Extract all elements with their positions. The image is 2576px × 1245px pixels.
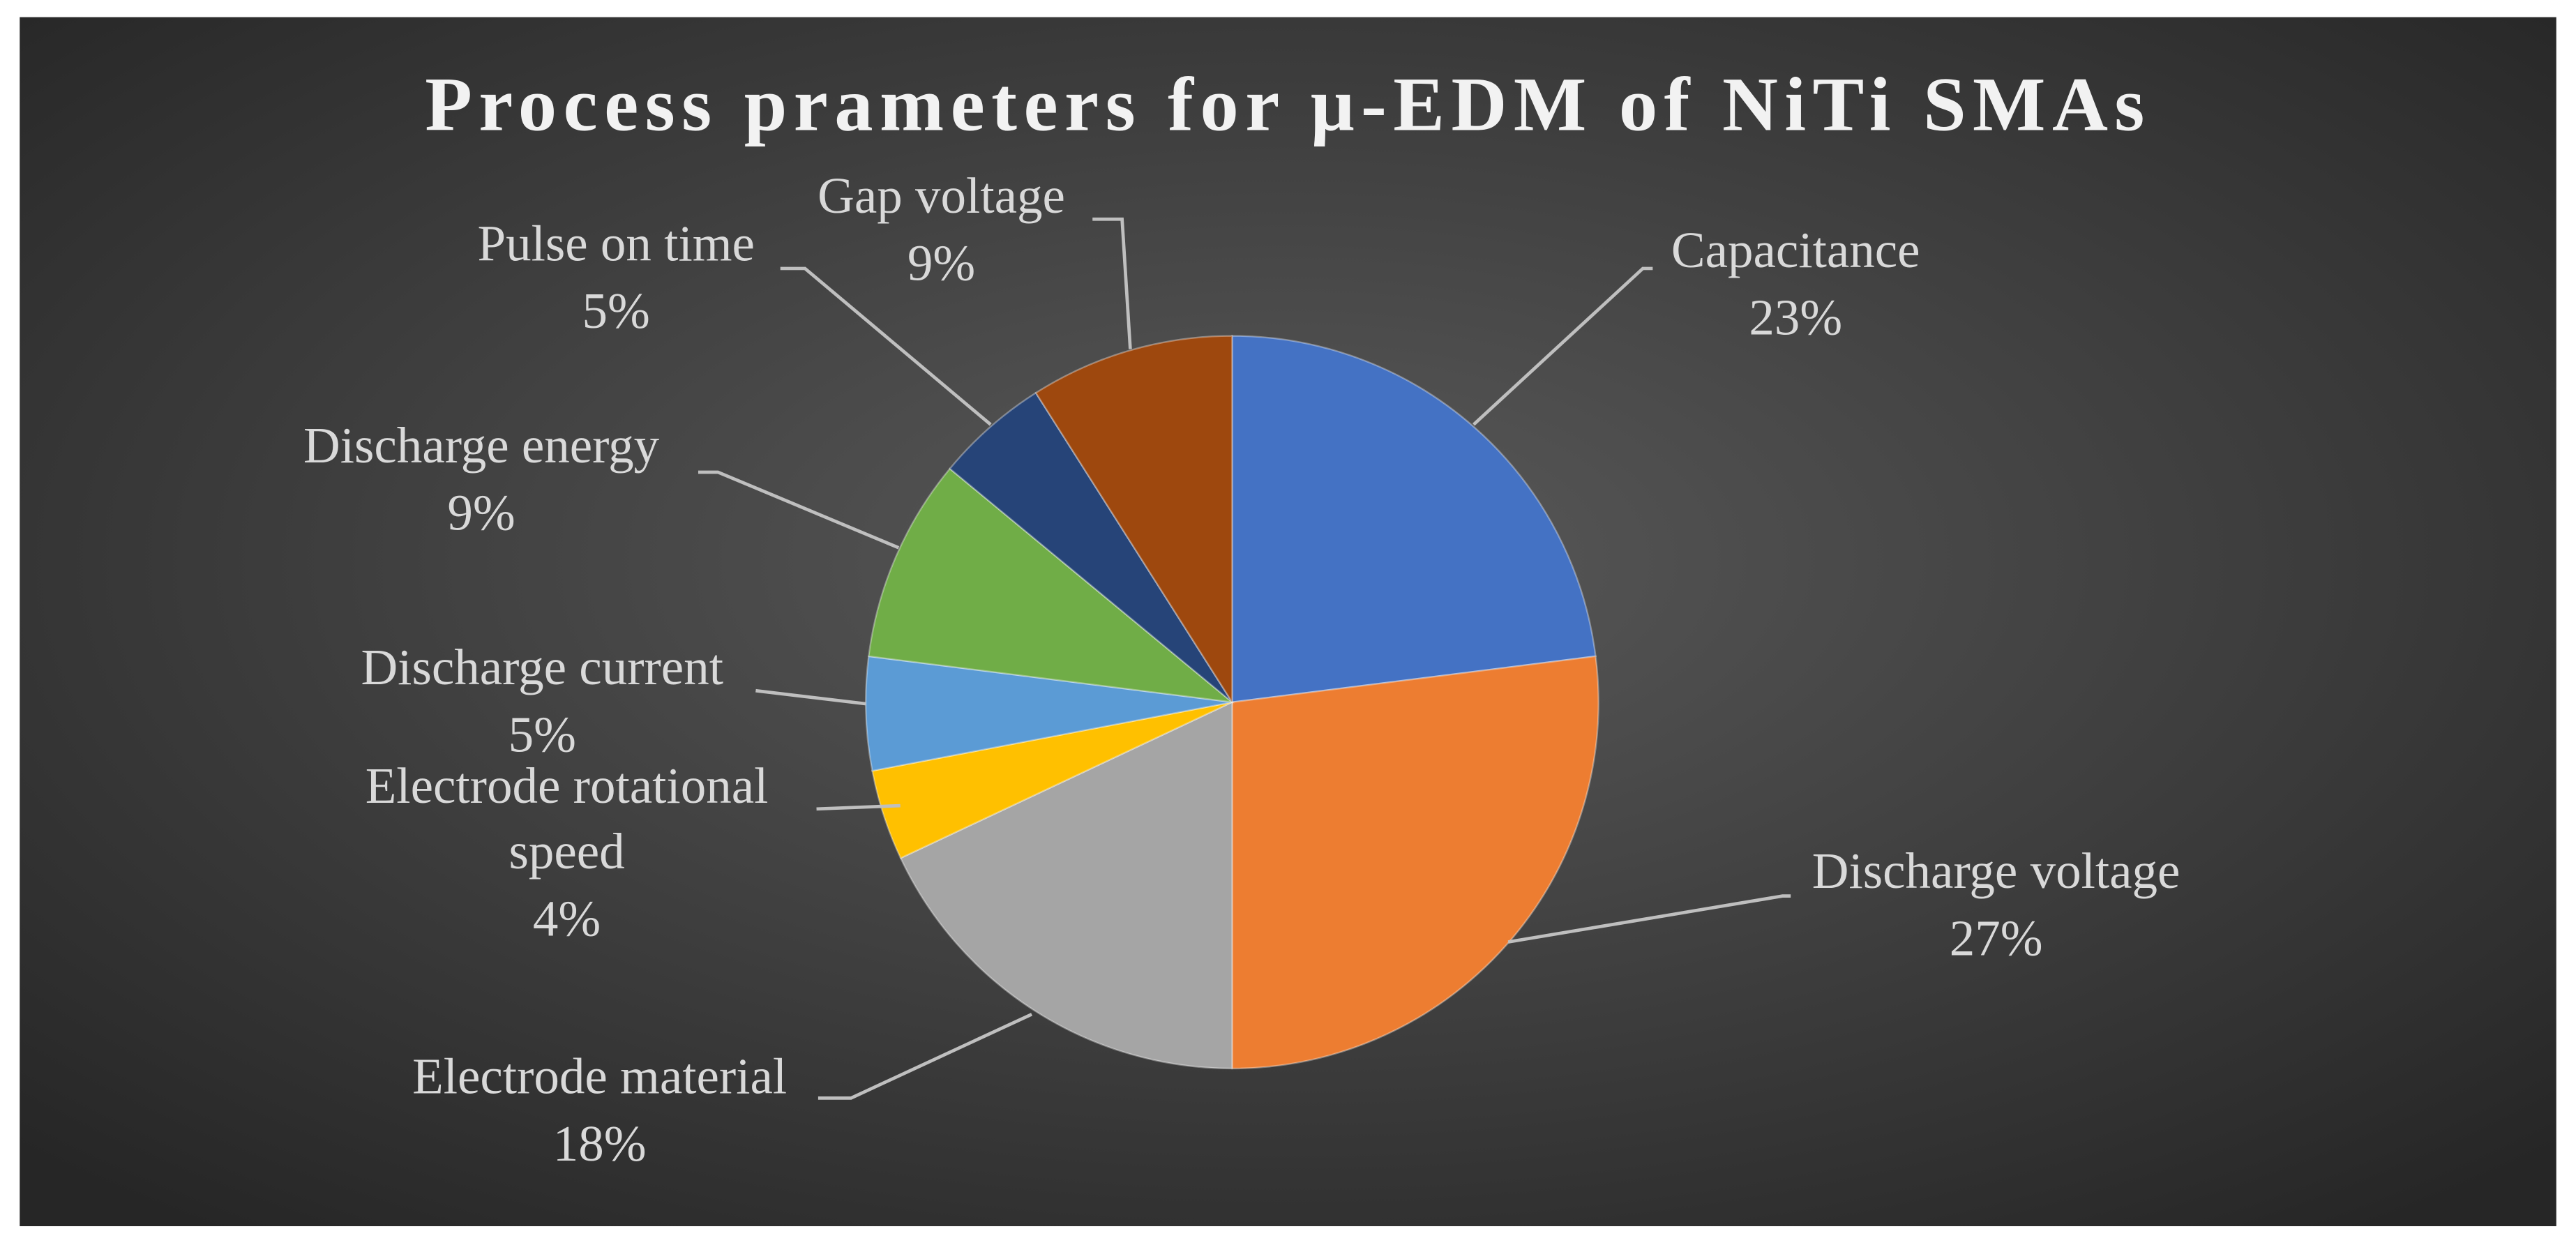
- pie-slice: [871, 701, 1233, 859]
- slice-label: Discharge energy: [303, 417, 660, 474]
- leader-line: [818, 1013, 1033, 1100]
- leader-line: [755, 688, 866, 706]
- slice-label: Discharge voltage: [1812, 843, 2180, 899]
- value-label: 5%: [509, 707, 576, 763]
- pie-slice: [1034, 335, 1233, 705]
- value-label: 23%: [1749, 289, 1842, 345]
- slice-label: Capacitance: [1671, 222, 1920, 278]
- slice-label: Pulse on time: [477, 215, 754, 271]
- leader-line: [1092, 217, 1132, 349]
- pie-slice: [949, 391, 1233, 703]
- leader-line: [1507, 894, 1791, 944]
- pie: [865, 335, 1599, 1070]
- label-line: speed: [509, 823, 624, 880]
- labels: Capacitance 23% Discharge voltage 27% Electr…: [303, 167, 2180, 1172]
- value-label: 9%: [447, 485, 515, 541]
- pie-slice: [868, 467, 1235, 704]
- leader-line: [816, 803, 901, 811]
- leader-line: [780, 266, 992, 426]
- value-label: 4%: [533, 890, 601, 946]
- slice-label: Electrode material: [412, 1048, 787, 1105]
- leader-line: [1472, 266, 1653, 426]
- slice-label: Electrode rotational speed: [366, 757, 769, 880]
- slice-label: Discharge current: [361, 639, 723, 695]
- value-label: 27%: [1950, 910, 2043, 967]
- pie-slice: [899, 700, 1233, 1070]
- leader-line: [698, 470, 900, 550]
- label-line: Electrode rotational: [366, 757, 769, 814]
- value-label: 18%: [553, 1115, 647, 1172]
- value-label: 9%: [907, 235, 975, 292]
- pie-slice: [865, 655, 1233, 772]
- slice-label: Gap voltage: [818, 167, 1065, 224]
- pie-slice: [1231, 655, 1599, 1070]
- value-label: 5%: [582, 282, 650, 339]
- chart-title: Process prameters for μ-EDM of NiTi SMAs: [425, 61, 2151, 147]
- pie-slice: [1231, 335, 1597, 704]
